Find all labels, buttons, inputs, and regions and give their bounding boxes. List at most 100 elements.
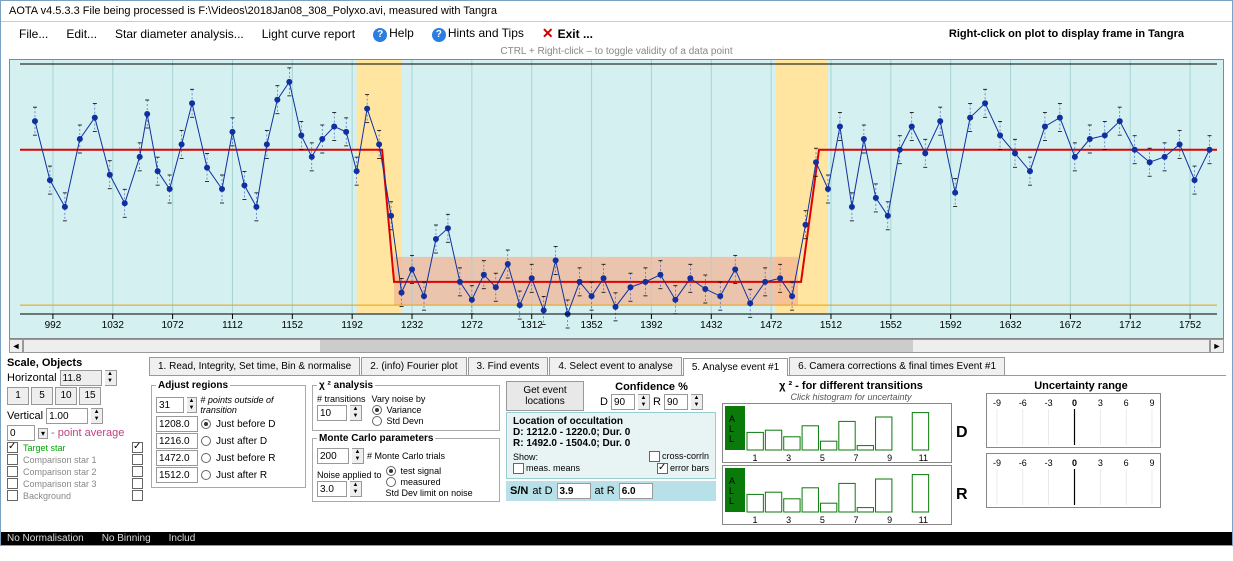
svg-text:1192: 1192 bbox=[341, 320, 363, 331]
svg-text:5: 5 bbox=[820, 515, 825, 525]
adjust-radio[interactable] bbox=[201, 453, 211, 463]
get-event-locations-button[interactable]: Get event locations bbox=[506, 381, 584, 411]
scale-btn-5[interactable]: 5 bbox=[31, 387, 53, 405]
menu-hints[interactable]: ?Hints and Tips bbox=[432, 26, 524, 42]
measured-radio[interactable]: measured bbox=[386, 477, 473, 487]
scroll-left-button[interactable]: ◄ bbox=[9, 339, 23, 353]
object-show-check[interactable] bbox=[132, 478, 143, 489]
menu-star-diameter[interactable]: Star diameter analysis... bbox=[115, 27, 244, 41]
points-outside-spinner[interactable]: ▲▼ bbox=[187, 397, 198, 413]
menu-exit[interactable]: ✕Exit ... bbox=[542, 25, 593, 42]
test-signal-radio[interactable]: test signal bbox=[386, 466, 473, 476]
title-bar: AOTA v4.5.3.3 File being processed is F:… bbox=[1, 1, 1232, 22]
svg-text:1512: 1512 bbox=[820, 320, 843, 331]
adjust-row: 1216.0Just after D bbox=[156, 433, 301, 449]
menu-edit[interactable]: Edit... bbox=[66, 27, 97, 41]
vertical-spinner[interactable]: ▲▼ bbox=[91, 408, 103, 424]
adjust-radio[interactable] bbox=[201, 470, 211, 480]
scroll-track[interactable] bbox=[23, 339, 1210, 353]
uncertainty-d[interactable]: -9-6-30369 bbox=[986, 393, 1161, 448]
object-row: Comparison star 2 bbox=[7, 466, 145, 477]
object-show-check[interactable] bbox=[132, 466, 143, 477]
svg-text:1632: 1632 bbox=[999, 320, 1022, 331]
menu-light-curve-report[interactable]: Light curve report bbox=[262, 27, 355, 41]
scale-btn-1[interactable]: 1 bbox=[7, 387, 29, 405]
point-avg-dropdown[interactable]: ▾ bbox=[38, 428, 48, 439]
scale-btn-15[interactable]: 15 bbox=[79, 387, 101, 405]
meas-means-check[interactable]: meas. means bbox=[513, 463, 580, 474]
svg-text:1432: 1432 bbox=[700, 320, 723, 331]
sn-atd-value: 3.9 bbox=[557, 483, 591, 499]
svg-text:1552: 1552 bbox=[880, 320, 903, 331]
cross-corrln-check[interactable]: cross-corrln bbox=[649, 451, 709, 462]
scroll-right-button[interactable]: ► bbox=[1210, 339, 1224, 353]
noise-spinner[interactable]: ▲▼ bbox=[350, 481, 362, 497]
svg-text:1472: 1472 bbox=[760, 320, 783, 331]
conf-r-value[interactable]: 90 bbox=[664, 394, 688, 410]
svg-text:3: 3 bbox=[786, 453, 791, 463]
mc-trials-spinner[interactable]: ▲▼ bbox=[352, 448, 364, 464]
object-enable-check[interactable] bbox=[7, 478, 18, 489]
object-show-check[interactable] bbox=[132, 442, 143, 453]
object-enable-check[interactable] bbox=[7, 442, 18, 453]
horizontal-spinner[interactable]: ▲▼ bbox=[105, 370, 117, 386]
light-curve-plot[interactable]: 9921032107211121152119212321272131213521… bbox=[9, 59, 1224, 339]
uncertainty-r[interactable]: -9-6-30369 bbox=[986, 453, 1161, 508]
object-enable-check[interactable] bbox=[7, 490, 18, 501]
plot-scrollbar[interactable]: ◄ ► bbox=[9, 339, 1224, 353]
svg-text:992: 992 bbox=[45, 320, 62, 331]
scale-btn-10[interactable]: 10 bbox=[55, 387, 77, 405]
location-box: Location of occultation D: 1212.0 - 1220… bbox=[506, 412, 716, 479]
tab[interactable]: 4. Select event to analyse bbox=[549, 357, 682, 375]
object-show-check[interactable] bbox=[132, 454, 143, 465]
tab[interactable]: 2. (info) Fourier plot bbox=[361, 357, 466, 375]
noise-value[interactable]: 3.0 bbox=[317, 481, 347, 497]
adjust-radio[interactable] bbox=[201, 419, 211, 429]
chi2-hist-r[interactable]: ALL1357911 bbox=[722, 465, 952, 525]
transitions-value[interactable]: 10 bbox=[317, 405, 347, 421]
object-enable-check[interactable] bbox=[7, 454, 18, 465]
stddev-radio[interactable]: Std Devn bbox=[372, 416, 426, 426]
object-enable-check[interactable] bbox=[7, 466, 18, 477]
menu-help[interactable]: ?Help bbox=[373, 26, 414, 42]
plot-hint: Right-click on plot to display frame in … bbox=[949, 28, 1214, 40]
object-row: Comparison star 1 bbox=[7, 454, 145, 465]
vertical-value[interactable]: 1.00 bbox=[46, 408, 88, 424]
svg-text:9: 9 bbox=[887, 515, 892, 525]
svg-text:1392: 1392 bbox=[640, 320, 663, 331]
svg-text:9: 9 bbox=[1149, 458, 1154, 468]
horizontal-value[interactable]: 11.8 bbox=[60, 370, 102, 386]
adjust-radio[interactable] bbox=[201, 436, 211, 446]
conf-d-spinner[interactable]: ▲▼ bbox=[638, 394, 650, 410]
svg-text:1352: 1352 bbox=[580, 320, 603, 331]
error-bars-check[interactable]: error bars bbox=[657, 463, 709, 474]
svg-text:-3: -3 bbox=[1045, 458, 1053, 468]
tab[interactable]: 1. Read, Integrity, Set time, Bin & norm… bbox=[149, 357, 360, 375]
adjust-value[interactable]: 1512.0 bbox=[156, 467, 198, 483]
object-row: Target star bbox=[7, 442, 145, 453]
object-show-check[interactable] bbox=[132, 490, 143, 501]
chi2-hist-d[interactable]: ALL1357911 bbox=[722, 403, 952, 463]
points-outside-value[interactable]: 31 bbox=[156, 397, 184, 413]
adjust-value[interactable]: 1216.0 bbox=[156, 433, 198, 449]
variance-radio[interactable]: Variance bbox=[372, 405, 426, 415]
adjust-value[interactable]: 1208.0 bbox=[156, 416, 198, 432]
tab[interactable]: 5. Analyse event #1 bbox=[683, 358, 788, 376]
tab[interactable]: 3. Find events bbox=[468, 357, 549, 375]
point-avg-value[interactable]: 0 bbox=[7, 425, 35, 441]
conf-d-value[interactable]: 90 bbox=[611, 394, 635, 410]
scroll-thumb[interactable] bbox=[320, 340, 913, 352]
plot-svg: 9921032107211121152119212321272131213521… bbox=[10, 60, 1224, 339]
horizontal-label: Horizontal bbox=[7, 372, 57, 384]
svg-text:-3: -3 bbox=[1045, 398, 1053, 408]
svg-text:1592: 1592 bbox=[940, 320, 963, 331]
mc-trials-value[interactable]: 200 bbox=[317, 448, 349, 464]
tab-strip: 1. Read, Integrity, Set time, Bin & norm… bbox=[149, 357, 1226, 376]
menu-file[interactable]: File... bbox=[19, 27, 48, 41]
transitions-spinner[interactable]: ▲▼ bbox=[350, 405, 362, 421]
adjust-value[interactable]: 1472.0 bbox=[156, 450, 198, 466]
tab[interactable]: 6. Camera corrections & final times Even… bbox=[789, 357, 1005, 375]
conf-r-spinner[interactable]: ▲▼ bbox=[691, 394, 703, 410]
svg-text:1672: 1672 bbox=[1059, 320, 1082, 331]
object-label: Background bbox=[23, 491, 129, 501]
